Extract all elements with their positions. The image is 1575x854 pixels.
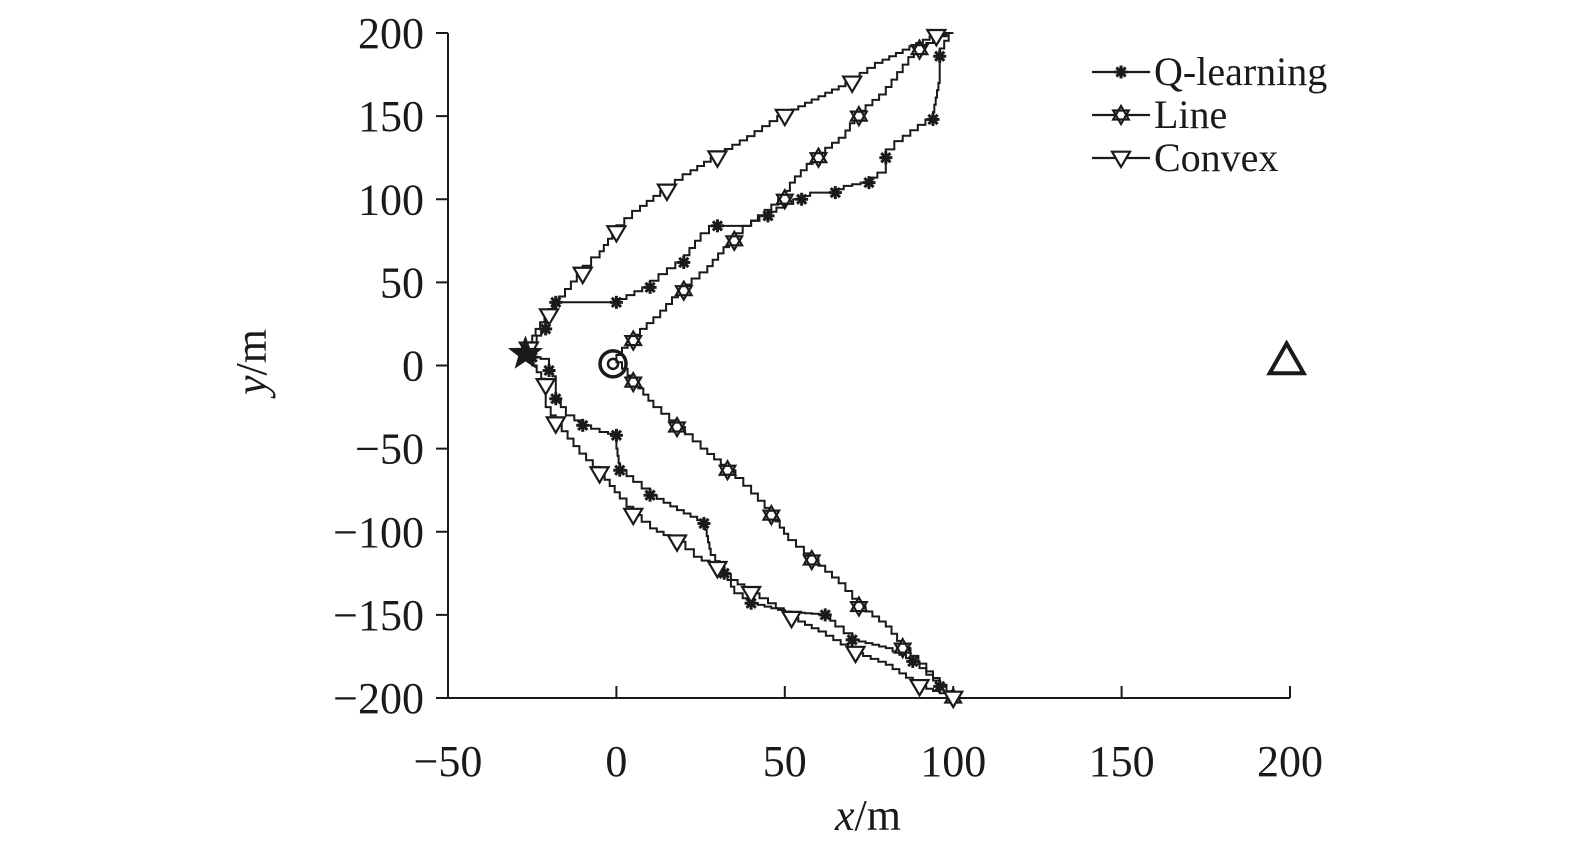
x-axis-label: x/m (834, 791, 901, 840)
y-tick-label: 100 (358, 175, 424, 224)
data-point (862, 176, 876, 190)
series-layer (517, 28, 965, 710)
data-point (667, 415, 687, 439)
data-point (906, 654, 920, 668)
y-tick-label: 200 (358, 9, 424, 58)
series-line (531, 32, 955, 697)
y-tick-label: −100 (333, 508, 424, 557)
legend-label: Line (1154, 92, 1227, 137)
series-q-learning (525, 32, 960, 703)
data-point (710, 219, 724, 233)
data-point (623, 329, 643, 352)
data-point (643, 488, 657, 502)
data-point (849, 104, 869, 128)
target-marker (1266, 339, 1308, 376)
data-point (942, 690, 965, 710)
axis-labels: x/m y/m (227, 329, 901, 840)
data-point (773, 108, 796, 128)
data-point (717, 459, 738, 482)
data-point (845, 633, 859, 647)
data-point (609, 295, 623, 309)
data-point (655, 183, 678, 203)
data-point (538, 308, 560, 327)
data-point (808, 146, 829, 169)
axes: −200 −150 −100 −50 0 50 100 150 200 −50 0 50 100 150 2… (333, 9, 1323, 786)
legend-item: Convex (1092, 135, 1278, 180)
series-line (615, 32, 955, 698)
data-point (740, 585, 763, 605)
data-point (828, 186, 842, 200)
data-point (613, 463, 627, 477)
data-point (534, 378, 557, 397)
legend-marker (1114, 65, 1128, 79)
data-point (818, 608, 832, 622)
legend-item: Q-learning (1092, 49, 1327, 94)
data-point (697, 516, 711, 530)
data-point (780, 610, 803, 630)
data-point (571, 266, 594, 286)
data-point (908, 678, 931, 698)
start-marker (507, 335, 544, 369)
x-tick-label: 0 (605, 737, 627, 786)
data-point (761, 503, 782, 527)
x-axis-label-var: x (834, 791, 855, 840)
data-point (706, 560, 729, 580)
data-point (892, 636, 913, 660)
data-point (795, 192, 809, 206)
data-point (909, 38, 930, 61)
y-tick-label: 50 (380, 258, 424, 307)
data-point (724, 229, 744, 253)
data-point (677, 255, 691, 269)
data-point (706, 150, 729, 169)
x-tick-label: 50 (763, 737, 807, 786)
legend-label: Q-learning (1154, 49, 1327, 94)
data-point (879, 151, 893, 165)
y-axis-label: y/m (227, 329, 276, 399)
data-point (841, 75, 864, 95)
data-point (925, 28, 948, 48)
legend-item: Line (1092, 92, 1227, 137)
data-point (588, 466, 611, 485)
data-point (849, 595, 869, 618)
data-point (623, 370, 643, 394)
y-tick-label: 0 (402, 342, 424, 391)
x-axis-label-unit: /m (855, 791, 901, 840)
legend-marker (1110, 150, 1132, 170)
data-point (802, 548, 822, 572)
series-convex (517, 28, 965, 710)
data-point (542, 363, 556, 377)
x-tick-label: 200 (1257, 737, 1323, 786)
data-point (674, 279, 694, 302)
data-point (926, 112, 940, 126)
y-tick-label: −200 (333, 674, 424, 723)
data-point (622, 507, 645, 527)
marker-layer (507, 335, 1308, 379)
y-tick-label: −50 (355, 425, 424, 474)
series-line (527, 32, 955, 698)
y-axis-label-unit: /m (227, 329, 276, 375)
legend-label: Convex (1154, 135, 1278, 180)
x-tick-label: 150 (1089, 737, 1155, 786)
data-point (643, 280, 657, 294)
data-point (609, 428, 623, 442)
legend-marker (1111, 103, 1131, 127)
data-point (549, 295, 563, 309)
x-tick-label: 100 (920, 737, 986, 786)
data-point (605, 225, 628, 244)
y-axis-label-var: y (227, 375, 276, 399)
y-tick-label: −150 (333, 591, 424, 640)
data-point (775, 188, 795, 211)
y-tick-label: 150 (358, 92, 424, 141)
data-point (544, 416, 567, 435)
data-point (549, 392, 563, 406)
x-tick-label: −50 (414, 737, 483, 786)
data-point (844, 645, 867, 665)
data-point (576, 418, 590, 432)
data-point (933, 49, 947, 63)
origin-marker (598, 349, 628, 379)
data-point (666, 534, 688, 553)
